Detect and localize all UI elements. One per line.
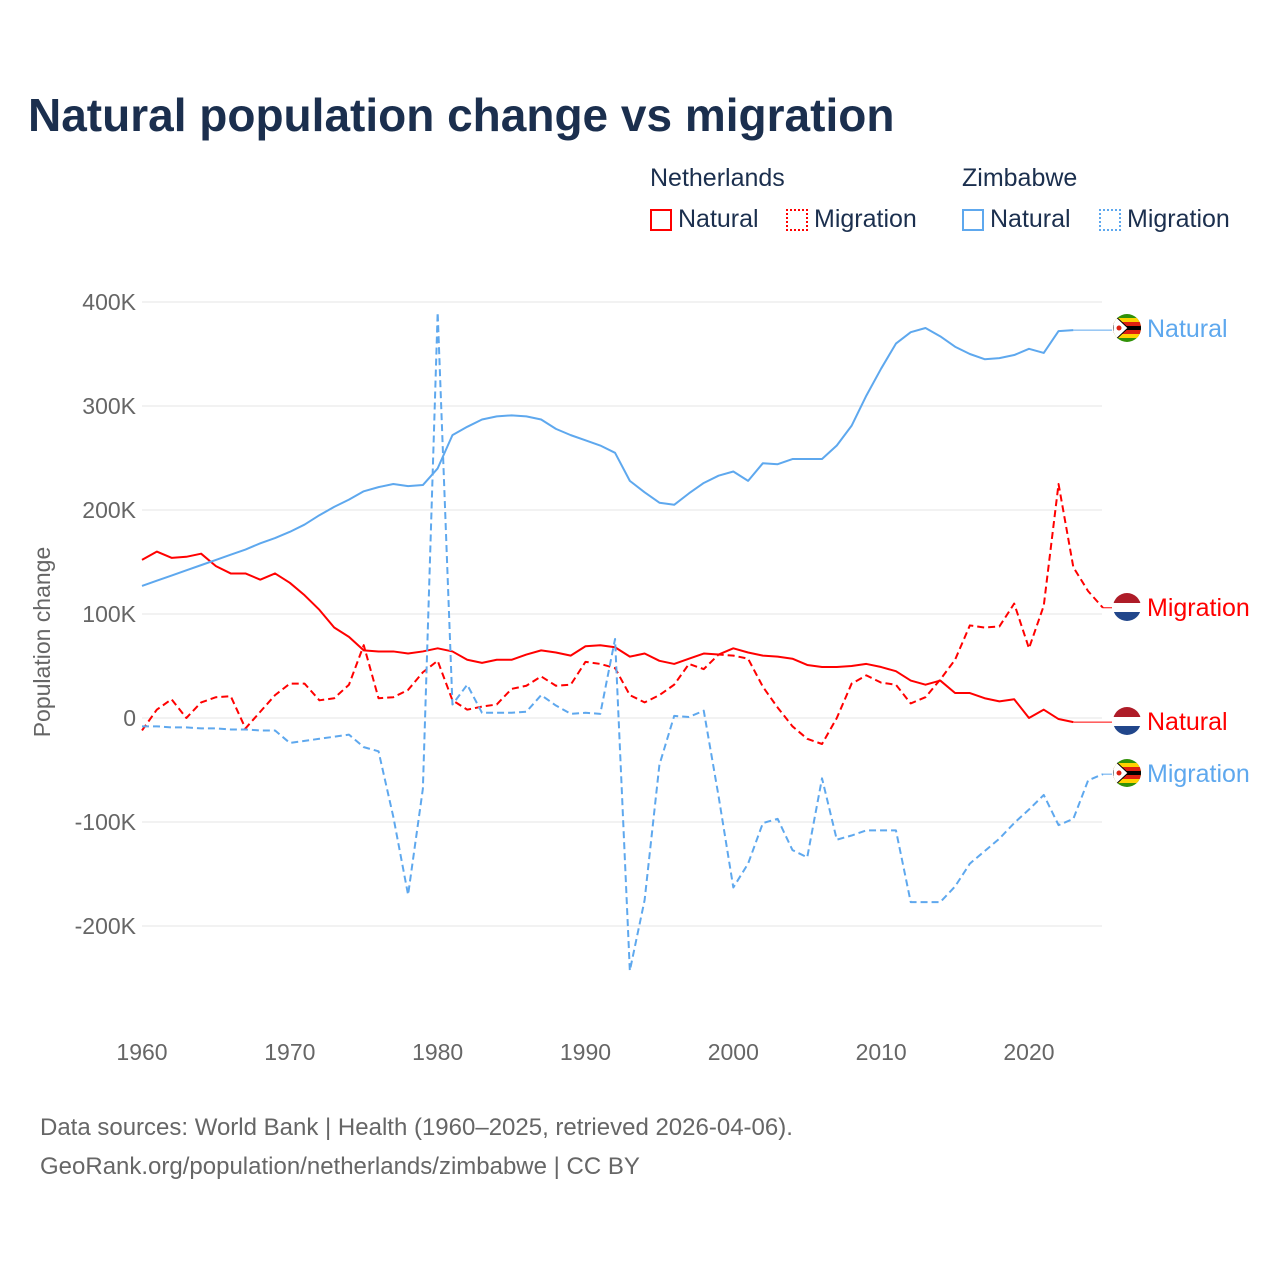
- y-tick-label: 200K: [82, 497, 136, 523]
- zimbabwe-flag-icon: [1113, 314, 1141, 342]
- legend-nl-migration[interactable]: Migration: [786, 205, 917, 234]
- netherlands-flag-icon: [1113, 707, 1141, 735]
- x-tick-label: 1970: [264, 1039, 315, 1065]
- attribution-link[interactable]: GeoRank.org/population/netherlands/zimba…: [40, 1153, 640, 1180]
- legend-group-zimbabwe: Zimbabwe: [962, 164, 1078, 192]
- legend-swatch-solid: [650, 208, 672, 231]
- y-tick-label: 400K: [82, 289, 136, 315]
- legend-zw-natural[interactable]: Natural: [962, 205, 1071, 234]
- zimbabwe-flag-icon: [1113, 759, 1141, 787]
- chart-title: Natural population change vs migration: [28, 89, 895, 141]
- series-line-netherlands-natural: [141, 550, 1074, 724]
- legend-label: Natural: [678, 205, 759, 233]
- series-line-zimbabwe-natural: [141, 327, 1074, 587]
- x-tick-label: 2000: [708, 1039, 759, 1065]
- series-line-netherlands-migration: [141, 483, 1104, 745]
- end-label-zimbabwe-natural: Natural: [1147, 315, 1228, 343]
- y-tick-label: -100K: [75, 809, 137, 835]
- y-tick-label: 300K: [82, 393, 136, 419]
- legend-label: Natural: [990, 205, 1071, 233]
- end-label-netherlands-natural: Natural: [1147, 708, 1228, 736]
- legend-zw-migration[interactable]: Migration: [1099, 205, 1230, 234]
- y-axis-label: Population change: [29, 547, 55, 738]
- legend-label: Migration: [814, 205, 917, 233]
- x-tick-label: 1960: [116, 1039, 167, 1065]
- y-tick-label: 100K: [82, 601, 136, 627]
- x-tick-label: 2010: [856, 1039, 907, 1065]
- y-tick-label: -200K: [75, 913, 137, 939]
- series-line-zimbabwe-migration: [142, 311, 1104, 972]
- netherlands-flag-icon: [1113, 593, 1141, 621]
- x-tick-label: 1980: [412, 1039, 463, 1065]
- end-label-netherlands-migration: Migration: [1147, 594, 1250, 622]
- legend-nl-natural[interactable]: Natural: [650, 205, 759, 234]
- legend-swatch-dotted: [1099, 208, 1121, 231]
- legend-swatch-solid: [962, 208, 984, 231]
- y-tick-label: 0: [123, 705, 136, 731]
- x-tick-label: 2020: [1003, 1039, 1054, 1065]
- legend-group-netherlands: Netherlands: [650, 164, 785, 192]
- x-tick-label: 1990: [560, 1039, 611, 1065]
- legend-label: Migration: [1127, 205, 1230, 233]
- legend-swatch-dotted: [786, 208, 808, 231]
- end-label-zimbabwe-migration: Migration: [1147, 760, 1250, 788]
- data-source-text: Data sources: World Bank | Health (1960–…: [40, 1114, 793, 1141]
- footer: Data sources: World Bank | Health (1960–…: [40, 1108, 793, 1186]
